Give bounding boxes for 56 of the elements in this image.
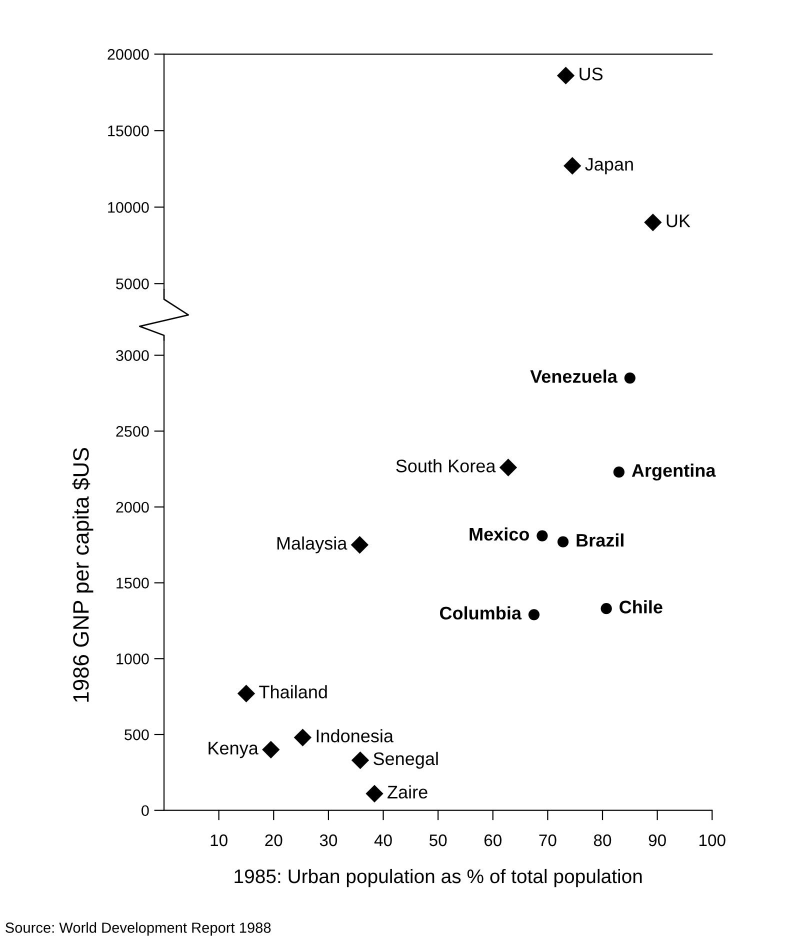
x-tick-label: 10 [210,834,228,846]
point [564,156,582,175]
y-tick-label: 2500 [116,426,149,437]
point [556,66,575,84]
y-tick-label: 0 [142,805,149,816]
point [624,372,636,384]
point [644,214,662,232]
source-note: Source: World Development Report 1988 [6,922,271,936]
x-tick-label: 80 [594,834,612,846]
annotation: South Korea [396,459,496,472]
annotation: Zaire [388,785,428,799]
y-axis-title: 1986 GNP per capita $US [72,448,94,702]
annotation: Mexico [470,527,530,541]
annotation: Thailand [259,685,327,698]
x-tick-label: 50 [429,834,447,846]
x-tick-label: 30 [320,834,338,846]
annotation: Argentina [632,464,716,481]
point [294,728,312,746]
y-tick-label: 20000 [108,49,149,60]
y-tick-label: 5000 [116,278,149,290]
point [366,784,384,803]
point [536,530,548,542]
annotation: Kenya [208,742,258,758]
x-tick-label: 70 [539,834,556,846]
annotation: Columbia [440,606,522,620]
annotation: Japan [585,158,633,174]
point [528,609,540,620]
y-tick-label: 1500 [116,578,149,588]
y-tick-label: 10000 [108,202,149,213]
annotation: Brazil [576,533,624,547]
point [351,751,370,770]
point [237,684,256,702]
point [557,536,569,548]
annotation: Senegal [374,752,438,769]
x-axis-title: 1985: Urban population as % of total population [234,868,642,888]
annotation: Chile [620,600,662,614]
y-tick-label: 15000 [108,126,149,136]
point [600,603,612,614]
x-tick-label: 20 [265,834,282,846]
y-tick-label: 500 [124,729,149,740]
y-tick-label: 2000 [116,502,149,513]
annotation: Indonesia [316,729,394,742]
annotation: UK [666,214,690,228]
x-tick-label: 100 [699,834,726,846]
x-tick-label: 60 [484,834,502,846]
point [350,536,369,554]
x-tick-label: 40 [374,834,392,846]
y-tick-label: 3000 [116,350,149,361]
annotation: Venezuela [530,370,618,383]
x-tick-label: 90 [648,834,666,846]
y-tick-label: 1000 [116,654,149,664]
annotation: Malaysia [277,536,348,554]
point [613,466,625,478]
point [262,740,280,759]
point [499,458,518,476]
annotation: US [580,68,603,80]
